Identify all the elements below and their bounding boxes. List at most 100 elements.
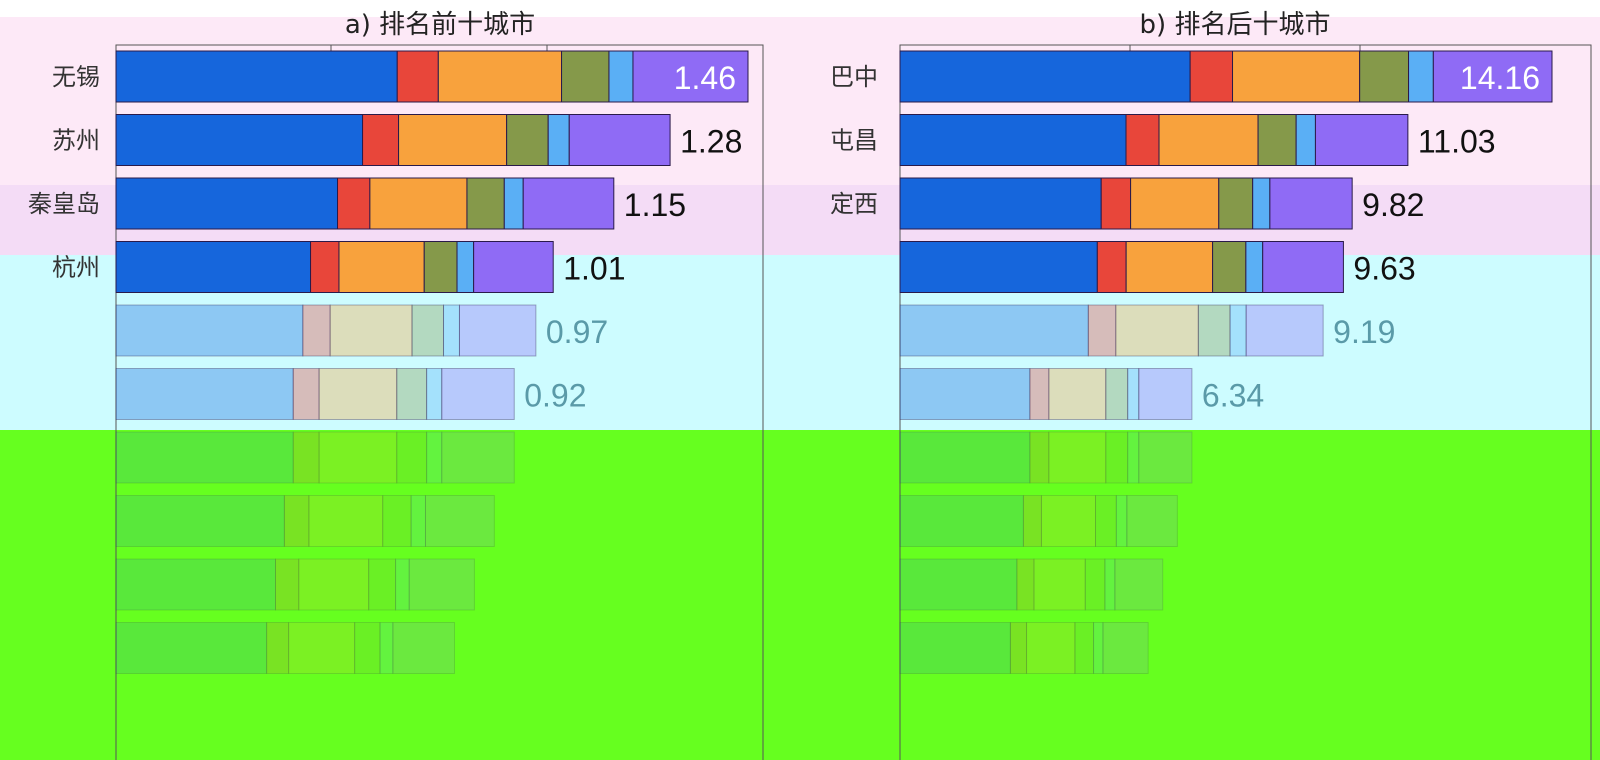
bar-segment <box>503 177 524 230</box>
bar-row <box>115 50 749 103</box>
bar-segment <box>1115 495 1128 547</box>
bar-row <box>899 50 1553 103</box>
bar-segment <box>473 241 554 293</box>
bar-segment <box>1115 304 1199 357</box>
bar-segment <box>408 558 475 611</box>
bar-segment <box>411 304 445 357</box>
bar-segment <box>410 495 426 547</box>
bar-segment <box>396 368 428 420</box>
bar-segment <box>1022 495 1042 547</box>
bar-segment <box>1104 558 1116 611</box>
bar-segment <box>1009 622 1028 674</box>
bar-row <box>115 177 615 230</box>
bar-segment <box>396 50 439 103</box>
bar-segment <box>568 114 671 166</box>
bar-segment <box>362 114 400 166</box>
bar-segment <box>437 50 563 103</box>
bar-segment <box>115 431 294 484</box>
bar-segment <box>443 304 460 357</box>
bar-segment <box>1257 114 1297 166</box>
bar-segment <box>1197 304 1231 357</box>
bar-segment <box>1232 50 1361 103</box>
bar-segment <box>1127 431 1140 484</box>
bar-segment <box>398 114 508 166</box>
bar-row <box>899 431 1193 484</box>
bar-segment <box>899 241 1098 293</box>
bar-segment <box>1245 304 1324 357</box>
bar-segment <box>395 558 410 611</box>
bar-segment <box>1158 114 1259 166</box>
bar-row <box>899 177 1353 230</box>
bar-segment <box>456 241 475 293</box>
bar-segment <box>1093 622 1104 674</box>
bar-segment <box>1029 368 1050 420</box>
bar-segment <box>426 431 443 484</box>
bar-segment <box>115 368 294 420</box>
bar-segment <box>337 177 371 230</box>
bar-segment <box>458 304 537 357</box>
bar-row <box>899 114 1409 166</box>
category-label: 巴中 <box>830 63 878 91</box>
bar-segment <box>899 622 1011 674</box>
bar-segment <box>396 431 428 484</box>
bar-segment <box>274 558 300 611</box>
bar-segment <box>115 114 364 166</box>
category-label: 定西 <box>830 190 878 218</box>
bar-segment <box>1314 114 1409 166</box>
bar-row <box>115 431 515 484</box>
bar-segment <box>899 495 1024 547</box>
bar-segment <box>369 177 468 230</box>
plot-frame <box>899 44 1592 760</box>
bar-segment <box>1138 368 1193 420</box>
bar-segment <box>1084 558 1106 611</box>
bar-segment <box>1105 368 1129 420</box>
bar-segment <box>1138 431 1193 484</box>
bar-segment <box>329 304 413 357</box>
bar-segment <box>441 368 515 420</box>
bar-segment <box>1359 50 1410 103</box>
category-label: 杭州 <box>52 254 100 282</box>
value-label: 1.46 <box>674 60 736 96</box>
bar-row <box>115 304 537 357</box>
bar-segment <box>506 114 549 166</box>
category-label: 无锡 <box>52 63 100 91</box>
bar-segment <box>1100 177 1132 230</box>
bar-segment <box>1245 241 1264 293</box>
value-label: 9.63 <box>1353 251 1415 287</box>
bar-segment <box>899 114 1127 166</box>
bar-row <box>899 622 1149 674</box>
bar-segment <box>298 558 370 611</box>
bar-segment <box>1269 177 1353 230</box>
bar-segment <box>1033 558 1086 611</box>
bar-segment <box>318 431 398 484</box>
plot-frame <box>115 44 764 760</box>
bar-segment <box>426 368 443 420</box>
bar-segment <box>379 622 394 674</box>
bar-segment <box>292 368 320 420</box>
bar-segment <box>288 622 356 674</box>
bar-segment <box>1218 177 1254 230</box>
bar-segment <box>115 558 276 611</box>
bar-segment <box>1408 50 1434 103</box>
bar-row <box>115 622 456 674</box>
bar-segment <box>1096 241 1127 293</box>
chart-title: a) 排名前十城市 <box>345 10 535 40</box>
value-label: 1.28 <box>680 124 742 160</box>
bar-segment <box>561 50 610 103</box>
bar-segment <box>115 495 285 547</box>
category-label: 秦皇岛 <box>28 190 100 218</box>
bar-row <box>899 495 1178 547</box>
bar-segment <box>899 368 1031 420</box>
bar-row <box>899 304 1324 357</box>
bar-segment <box>547 114 570 166</box>
bar-segment <box>318 368 398 420</box>
value-label: 9.82 <box>1362 187 1424 223</box>
bar-segment <box>899 50 1191 103</box>
bar-segment <box>392 622 456 674</box>
value-label: 14.16 <box>1460 60 1540 96</box>
value-label: 1.15 <box>624 187 686 223</box>
bar-segment <box>632 50 749 103</box>
